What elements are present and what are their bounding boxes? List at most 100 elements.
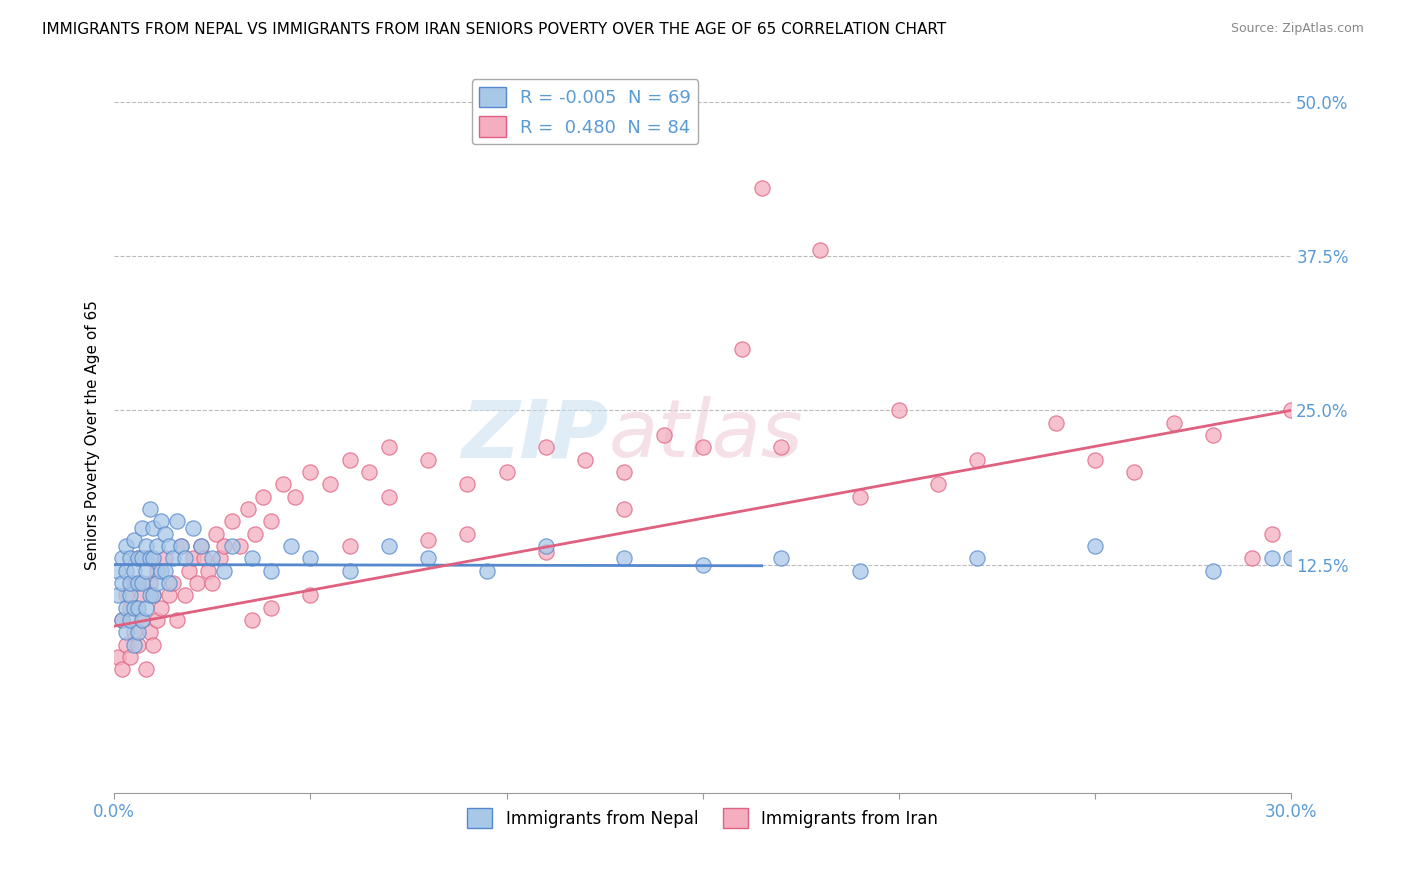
Point bbox=[186, 576, 208, 591]
Point bbox=[142, 551, 165, 566]
Point bbox=[613, 551, 636, 566]
Point bbox=[115, 564, 138, 578]
Text: atlas: atlas bbox=[609, 396, 803, 474]
Point bbox=[127, 638, 149, 652]
Point bbox=[280, 539, 302, 553]
Point bbox=[1163, 416, 1185, 430]
Point bbox=[118, 551, 141, 566]
Point bbox=[221, 514, 243, 528]
Point bbox=[240, 613, 263, 627]
Point bbox=[135, 539, 157, 553]
Point bbox=[107, 588, 129, 602]
Point bbox=[299, 551, 322, 566]
Point bbox=[146, 564, 169, 578]
Point bbox=[146, 613, 169, 627]
Point bbox=[1202, 428, 1225, 442]
Point bbox=[212, 539, 235, 553]
Point bbox=[236, 502, 259, 516]
Point bbox=[127, 551, 149, 566]
Point bbox=[534, 545, 557, 559]
Point bbox=[122, 625, 145, 640]
Point bbox=[252, 490, 274, 504]
Point bbox=[173, 588, 195, 602]
Point bbox=[378, 539, 401, 553]
Point bbox=[1241, 551, 1264, 566]
Point bbox=[131, 613, 153, 627]
Point bbox=[534, 441, 557, 455]
Point bbox=[260, 564, 283, 578]
Point bbox=[201, 576, 224, 591]
Point bbox=[173, 551, 195, 566]
Point bbox=[613, 502, 636, 516]
Point bbox=[138, 576, 160, 591]
Point bbox=[574, 452, 596, 467]
Y-axis label: Seniors Poverty Over the Age of 65: Seniors Poverty Over the Age of 65 bbox=[86, 300, 100, 570]
Point bbox=[111, 613, 134, 627]
Point bbox=[107, 564, 129, 578]
Point bbox=[339, 539, 361, 553]
Text: ZIP: ZIP bbox=[461, 396, 609, 474]
Point bbox=[138, 625, 160, 640]
Point bbox=[229, 539, 252, 553]
Point bbox=[770, 441, 793, 455]
Point bbox=[170, 539, 193, 553]
Point bbox=[115, 588, 138, 602]
Point bbox=[131, 576, 153, 591]
Point bbox=[1202, 564, 1225, 578]
Point bbox=[122, 533, 145, 547]
Point bbox=[131, 520, 153, 534]
Point bbox=[153, 564, 176, 578]
Point bbox=[221, 539, 243, 553]
Point bbox=[111, 576, 134, 591]
Point bbox=[170, 539, 193, 553]
Point bbox=[153, 551, 176, 566]
Point bbox=[299, 465, 322, 479]
Point bbox=[181, 520, 204, 534]
Point bbox=[127, 576, 149, 591]
Point bbox=[692, 558, 714, 572]
Point bbox=[1260, 526, 1282, 541]
Point bbox=[150, 514, 173, 528]
Point bbox=[197, 564, 219, 578]
Point bbox=[770, 551, 793, 566]
Point bbox=[378, 441, 401, 455]
Point bbox=[115, 600, 138, 615]
Point bbox=[118, 576, 141, 591]
Point bbox=[118, 600, 141, 615]
Point bbox=[271, 477, 294, 491]
Point bbox=[190, 539, 212, 553]
Point bbox=[209, 551, 232, 566]
Point bbox=[142, 520, 165, 534]
Point bbox=[150, 600, 173, 615]
Point bbox=[157, 576, 180, 591]
Point bbox=[122, 564, 145, 578]
Point bbox=[177, 564, 200, 578]
Point bbox=[245, 526, 267, 541]
Point bbox=[131, 551, 153, 566]
Point bbox=[652, 428, 675, 442]
Point bbox=[115, 625, 138, 640]
Point bbox=[118, 588, 141, 602]
Point bbox=[135, 600, 157, 615]
Point bbox=[260, 600, 283, 615]
Point bbox=[319, 477, 342, 491]
Point bbox=[115, 638, 138, 652]
Point bbox=[1045, 416, 1067, 430]
Point bbox=[751, 181, 773, 195]
Point bbox=[122, 600, 145, 615]
Point bbox=[260, 514, 283, 528]
Point bbox=[138, 588, 160, 602]
Point bbox=[131, 613, 153, 627]
Point bbox=[205, 526, 228, 541]
Point bbox=[613, 465, 636, 479]
Point bbox=[240, 551, 263, 566]
Point bbox=[153, 526, 176, 541]
Point bbox=[122, 576, 145, 591]
Point bbox=[966, 551, 988, 566]
Point bbox=[456, 477, 478, 491]
Text: IMMIGRANTS FROM NEPAL VS IMMIGRANTS FROM IRAN SENIORS POVERTY OVER THE AGE OF 65: IMMIGRANTS FROM NEPAL VS IMMIGRANTS FROM… bbox=[42, 22, 946, 37]
Point bbox=[848, 490, 870, 504]
Point bbox=[131, 588, 153, 602]
Point bbox=[142, 588, 165, 602]
Point bbox=[848, 564, 870, 578]
